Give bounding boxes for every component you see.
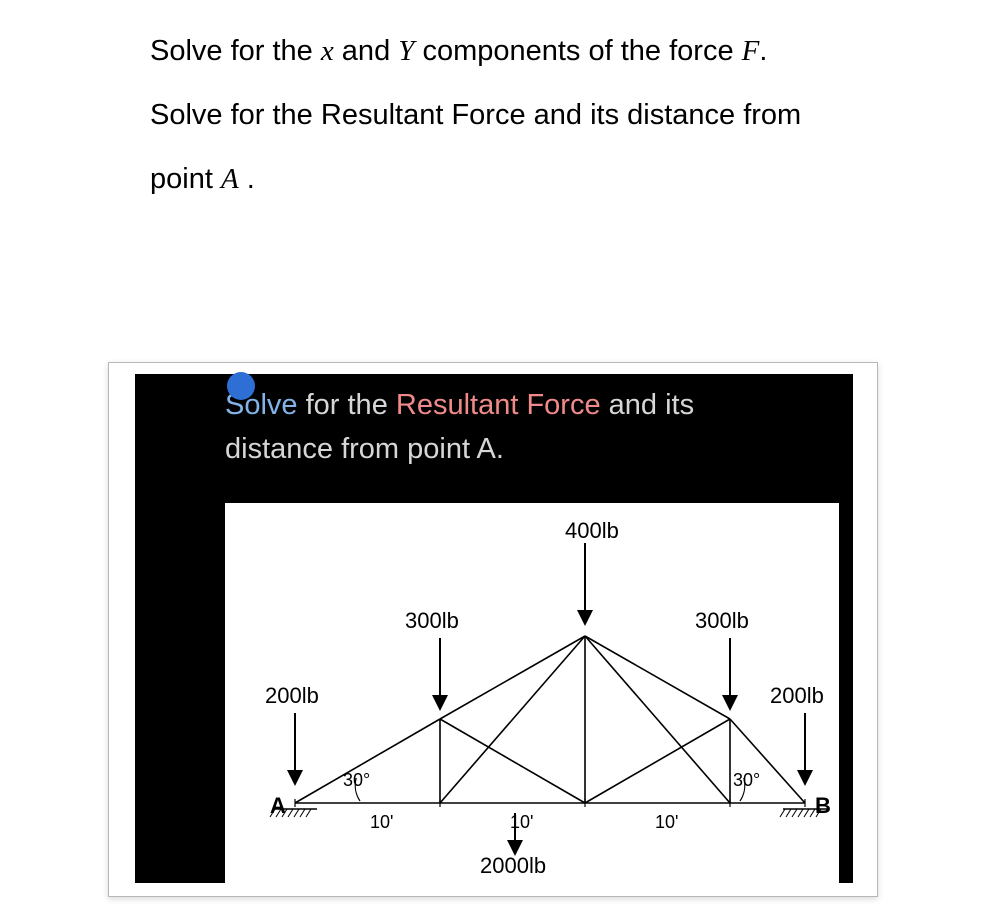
svg-text:200lb: 200lb [265,683,319,708]
svg-text:10': 10' [370,812,393,832]
svg-text:30°: 30° [343,770,370,790]
slide-heading-band: Solve for the Resultant Force and its di… [135,373,853,503]
text: components of the force [414,35,741,67]
page: Solve for the x and Y components of the … [0,0,1002,913]
svg-text:10': 10' [510,812,533,832]
truss-spans: 10' 10' 10' [370,812,678,832]
slide-heading-line-1: Solve for the Resultant Force and its [225,384,833,428]
truss-svg: 30° 30° 200lb 300lb 400lb 300lb 200lb 2000lb 1… [225,503,839,883]
text: . [239,163,255,195]
heading-text: and its [601,389,695,421]
truss-letters: AB [270,793,831,818]
truss-forces: 200lb 300lb 400lb 300lb 200lb 2000lb [265,518,824,878]
text: Solve for the [150,35,321,67]
svg-text:300lb: 300lb [695,608,749,633]
truss-supports [270,809,827,817]
text: point [150,163,221,195]
truss-diagram: 30° 30° 200lb 300lb 400lb 300lb 200lb 2000lb 1… [225,503,839,883]
var-y: Y [398,35,414,67]
svg-text:400lb: 400lb [565,518,619,543]
text: and [334,35,399,67]
var-a: A [221,163,239,195]
heading-resultant-force: Resultant Force [396,389,601,421]
problem-statement: Solve for the x and Y components of the … [150,20,942,211]
var-x: x [321,35,334,67]
text: . [759,35,767,67]
slide-heading-line-2: distance from point A. [225,428,833,472]
svg-text:300lb: 300lb [405,608,459,633]
truss-edges [295,636,805,807]
figure-frame: Solve for the Resultant Force and its di… [108,362,878,897]
problem-line-2: Solve for the Resultant Force and its di… [150,84,942,148]
svg-text:2000lb: 2000lb [480,853,546,878]
heading-text: for the [298,389,396,421]
svg-text:30°: 30° [733,770,760,790]
svg-text:10': 10' [655,812,678,832]
problem-line-3: point A . [150,148,942,212]
marker-dot-icon [227,372,255,400]
slide-right-border [839,503,853,883]
var-f: F [742,35,760,67]
problem-line-1: Solve for the x and Y components of the … [150,20,942,84]
truss-angles: 30° 30° [343,770,760,801]
slide-left-border [135,503,225,883]
svg-text:200lb: 200lb [770,683,824,708]
